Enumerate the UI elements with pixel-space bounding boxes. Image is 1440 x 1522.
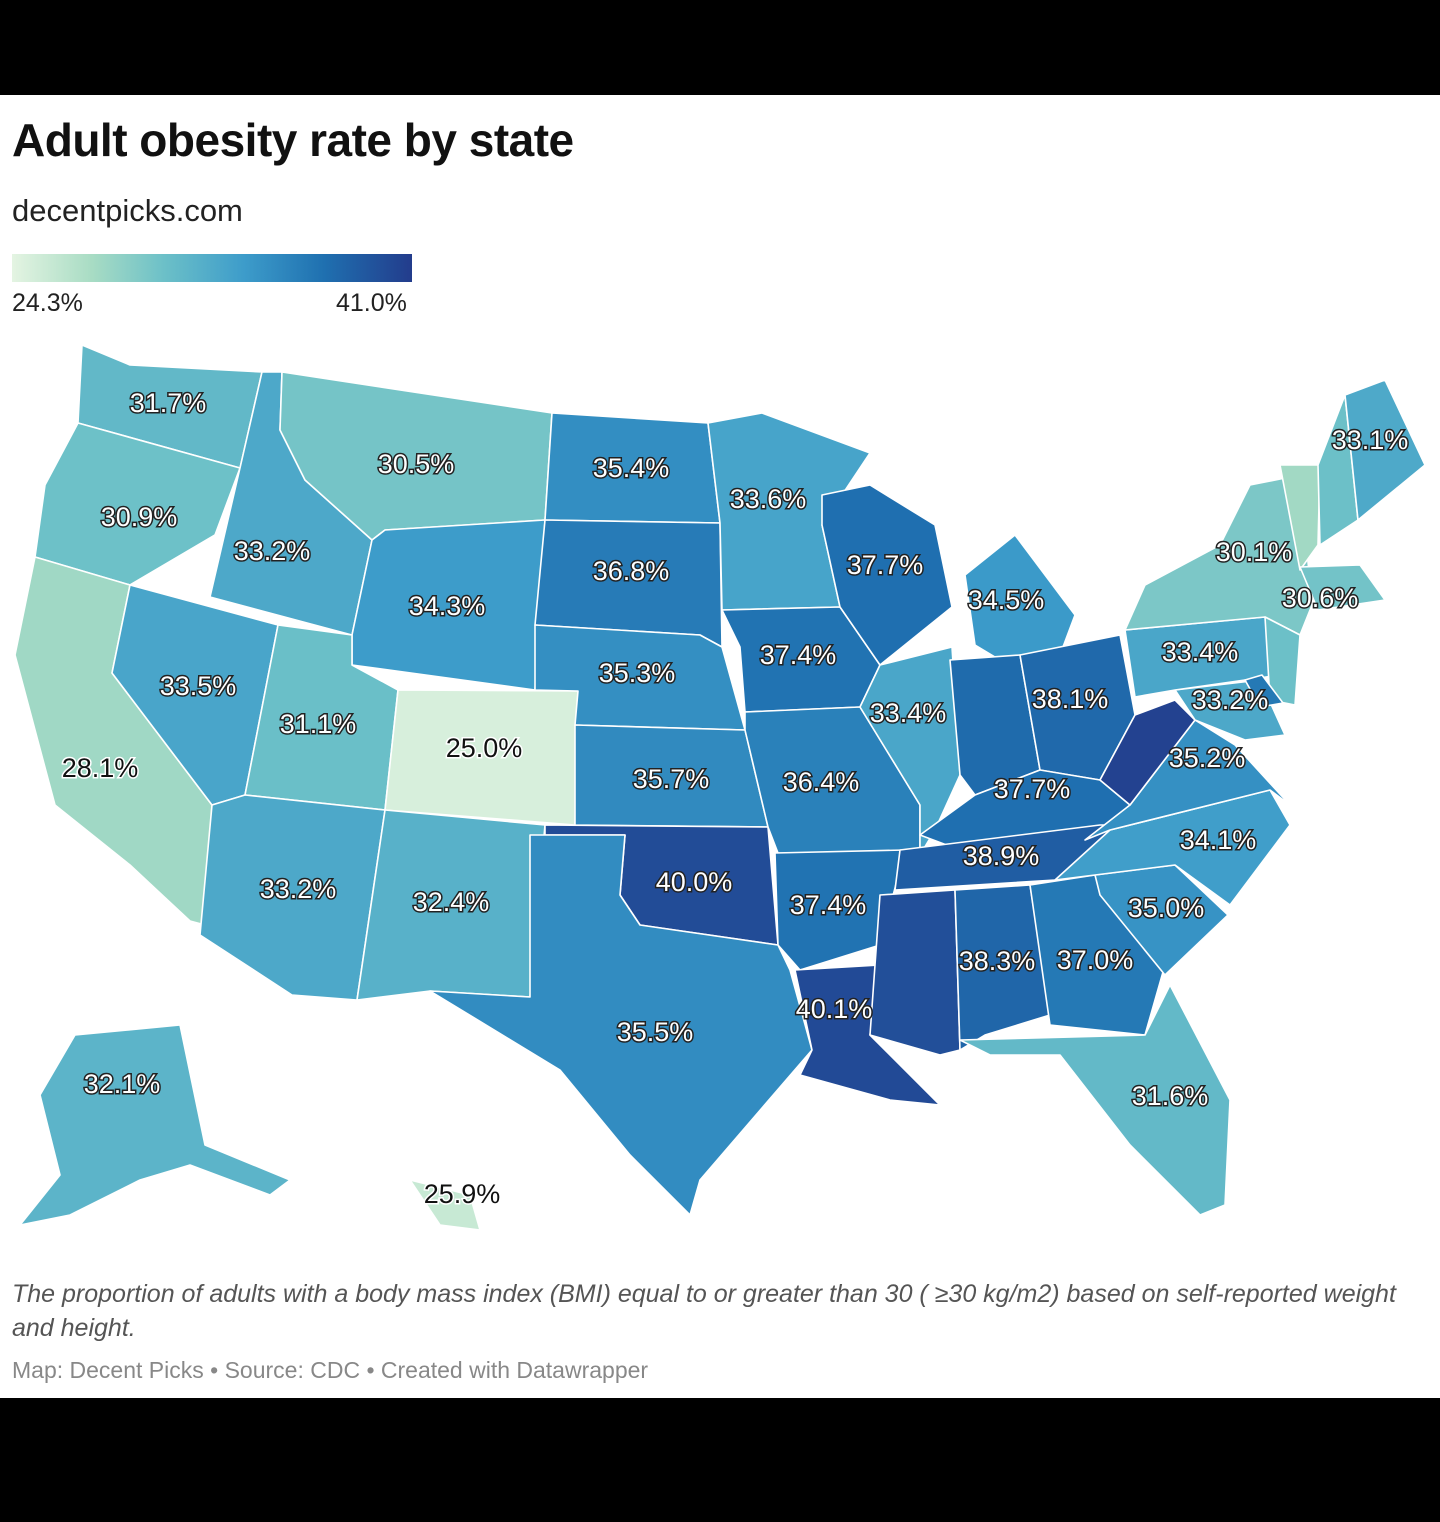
chart-description: The proportion of adults with a body mas…	[12, 1280, 1396, 1342]
bottom-black-bar	[0, 1398, 1440, 1522]
state-hi	[409, 1179, 481, 1231]
state-label-wy: 34.3%	[409, 591, 486, 621]
state-label-ia: 37.4%	[760, 640, 837, 670]
state-tx	[429, 834, 813, 1216]
state-ms	[869, 889, 961, 1056]
state-ny	[1124, 474, 1313, 636]
state-wv	[1099, 699, 1196, 806]
state-label-tn: 38.9%	[963, 841, 1040, 871]
state-label-nd: 35.4%	[593, 453, 670, 483]
state-label-mo: 36.4%	[783, 767, 860, 797]
state-label-nv: 33.5%	[160, 671, 237, 701]
state-de	[1244, 674, 1284, 708]
legend-min-label: 24.3%	[12, 289, 83, 317]
chart-subtitle: decentpicks.com	[12, 193, 243, 228]
state-label-tx: 35.5%	[617, 1017, 694, 1047]
state-label-sd: 36.8%	[593, 556, 670, 586]
map-svg: 31.7% 30.9% 28.1% 33.2% 33.5% 30.5% 34.3% 31.1%…	[14, 344, 1426, 1231]
chart-credit: Map: Decent Picks • Source: CDC • Create…	[12, 1357, 649, 1383]
legend-max-label: 41.0%	[336, 289, 407, 317]
state-label-id: 33.2%	[234, 536, 311, 566]
state-label-mi: 34.5%	[968, 585, 1045, 615]
state-label-ky: 37.7%	[994, 774, 1071, 804]
state-label-hi: 25.9%	[424, 1179, 501, 1209]
state-al	[954, 884, 1051, 1051]
state-label-az: 33.2%	[260, 874, 337, 904]
color-legend-bar	[12, 254, 412, 282]
state-label-md: 33.2%	[1192, 685, 1269, 715]
state-label-nm: 32.4%	[413, 887, 490, 917]
state-label-al: 38.3%	[959, 946, 1036, 976]
state-nj	[1264, 616, 1301, 706]
state-me	[1344, 379, 1426, 521]
state-label-la: 40.1%	[796, 994, 873, 1024]
state-ak	[19, 1024, 291, 1226]
state-label-mt: 30.5%	[378, 449, 455, 479]
state-label-ny: 30.1%	[1216, 537, 1293, 567]
us-choropleth-map: 31.7% 30.9% 28.1% 33.2% 33.5% 30.5% 34.3% 31.1%…	[0, 335, 1440, 1285]
state-vt	[1279, 464, 1321, 571]
state-label-pa: 33.4%	[1162, 637, 1239, 667]
state-label-sc: 35.0%	[1128, 893, 1205, 923]
state-label-ks: 35.7%	[633, 764, 710, 794]
state-label-ok: 40.0%	[656, 867, 733, 897]
state-label-ak: 32.1%	[84, 1069, 161, 1099]
state-label-ma: 30.6%	[1282, 583, 1359, 613]
state-label-fl: 31.6%	[1132, 1081, 1209, 1111]
state-fl	[959, 984, 1231, 1216]
state-label-ga: 37.0%	[1057, 945, 1134, 975]
state-label-or: 30.9%	[101, 502, 178, 532]
state-label-il: 33.4%	[870, 698, 947, 728]
state-ar	[774, 849, 906, 971]
chart-panel: Adult obesity rate by state decentpicks.…	[0, 95, 1440, 1398]
state-ma	[1299, 564, 1386, 611]
state-label-me: 33.1%	[1332, 425, 1409, 455]
state-label-va: 35.2%	[1169, 743, 1246, 773]
chart-title: Adult obesity rate by state	[12, 114, 574, 166]
state-label-ut: 31.1%	[280, 709, 357, 739]
state-label-wi: 37.7%	[847, 550, 924, 580]
state-label-wa: 31.7%	[130, 388, 207, 418]
state-label-ar: 37.4%	[790, 890, 867, 920]
state-label-co: 25.0%	[446, 733, 523, 763]
state-label-ne: 35.3%	[599, 658, 676, 688]
state-label-oh: 38.1%	[1032, 684, 1109, 714]
state-label-ca: 28.1%	[62, 753, 139, 783]
state-label-mn: 33.6%	[730, 484, 807, 514]
state-wi	[821, 484, 953, 666]
top-black-bar	[0, 0, 1440, 95]
state-label-nc: 34.1%	[1180, 825, 1257, 855]
